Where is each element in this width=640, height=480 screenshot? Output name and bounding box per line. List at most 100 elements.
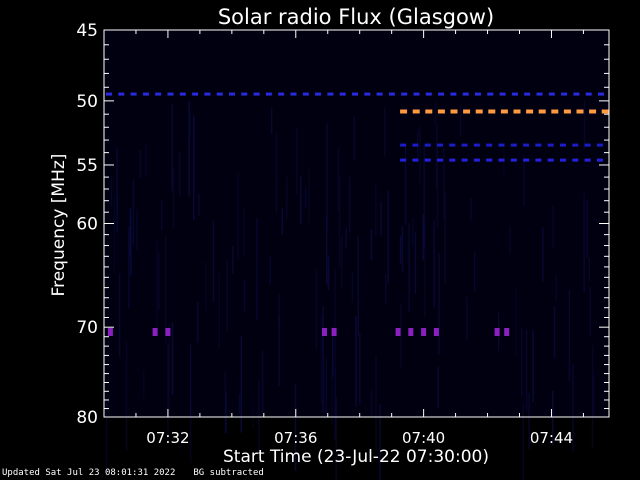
y-tick-label: 80 <box>76 408 98 428</box>
noise-streak <box>332 326 334 378</box>
noise-streak <box>188 100 190 197</box>
noise-streak <box>551 391 554 446</box>
signal-segment <box>513 109 521 114</box>
signal-segment <box>473 158 480 162</box>
x-axis: 07:32 07:36 07:40 07:44 <box>103 30 584 447</box>
signal-segment <box>461 143 468 147</box>
noise-streak <box>189 344 192 416</box>
signal-segment <box>339 92 346 96</box>
signal-segment <box>462 92 469 96</box>
noise-streak <box>129 208 132 260</box>
noise-streak <box>256 218 258 321</box>
signal-segment <box>487 92 494 96</box>
signal-segment <box>253 92 260 96</box>
noise-streak <box>156 239 158 328</box>
signal-segment <box>167 92 174 96</box>
signal-segment <box>560 158 566 162</box>
signal-segment <box>573 92 580 96</box>
noise-streak <box>261 350 264 413</box>
signal-segment <box>535 158 542 162</box>
noise-streak <box>583 193 585 293</box>
signal-spot <box>433 328 439 336</box>
noise-streak <box>308 168 310 224</box>
signal-segment <box>438 92 445 96</box>
noise-streak <box>225 391 227 433</box>
noise-streak <box>459 104 462 137</box>
y-tick-label: 60 <box>76 215 98 235</box>
signal-segment <box>204 92 211 96</box>
signal-segment <box>584 158 591 162</box>
signal-segment <box>106 92 112 96</box>
signal-segment <box>601 109 609 114</box>
noise-streak <box>552 205 555 249</box>
noise-streak <box>205 262 207 311</box>
noise-streak <box>338 177 341 268</box>
noise-streak <box>370 229 373 261</box>
signal-segment <box>400 109 408 114</box>
noise-streak <box>355 315 357 407</box>
signal-segment <box>449 143 456 147</box>
signal-spot <box>504 328 510 336</box>
signal-spot <box>165 328 171 336</box>
signal-segment <box>572 158 579 162</box>
plot-area <box>103 29 610 480</box>
signal-segment <box>535 143 542 147</box>
signal-segment <box>265 92 272 96</box>
y-tick-label: 70 <box>76 318 98 338</box>
signal-segment <box>547 143 554 147</box>
signal-spot <box>107 328 113 336</box>
signal-segment <box>585 92 592 96</box>
signal-segment <box>179 92 186 96</box>
signal-segment <box>216 92 223 96</box>
noise-streak <box>443 148 445 219</box>
noise-streak <box>165 236 167 343</box>
noise-streak <box>172 168 175 230</box>
signal-segment <box>400 158 407 162</box>
noise-streak <box>145 144 147 178</box>
noise-streak <box>237 172 239 260</box>
signal-segment <box>229 92 235 96</box>
noise-streak <box>334 269 336 371</box>
x-axis-label: Start Time (23-Jul-22 07:30:00) <box>223 447 489 467</box>
y-axis: 45 50 55 60 70 80 <box>76 21 609 428</box>
x-tick-label: 07:40 <box>402 429 445 447</box>
signal-segment <box>424 143 431 147</box>
footer: Updated Sat Jul 23 08:01:31 2022 BG subtr… <box>2 468 282 478</box>
signal-segment <box>425 92 432 96</box>
signal-segment <box>596 158 603 162</box>
signal-segment <box>425 109 433 114</box>
noise-streak <box>337 148 340 212</box>
noise-streak <box>171 103 173 192</box>
noise-streak <box>212 220 215 303</box>
noise-streak <box>375 355 377 451</box>
noise-streak <box>105 400 108 477</box>
signal-segment <box>142 92 149 96</box>
noise-streak <box>436 147 439 229</box>
noise-streak <box>380 201 382 236</box>
signal-segment <box>449 158 456 162</box>
signal-segment <box>536 92 543 96</box>
y-tick-label: 55 <box>76 156 98 176</box>
signal-segment <box>551 109 559 114</box>
signal-segment <box>192 92 199 96</box>
signal-segment <box>155 92 162 96</box>
signal-segment <box>400 143 407 147</box>
signal-segment <box>424 158 431 162</box>
noise-streak <box>132 178 135 244</box>
signal-segment <box>401 92 408 96</box>
noise-streak <box>423 144 425 247</box>
noise-streak <box>521 328 523 396</box>
noise-streak <box>591 345 594 449</box>
signal-segment <box>524 92 531 96</box>
noise-streak <box>370 389 373 418</box>
y-axis-label: Frequency [MHz] <box>49 154 69 297</box>
noise-streak <box>588 257 590 282</box>
noise-streak <box>196 301 199 343</box>
updated-timestamp: Updated Sat Jul 23 08:01:31 2022 <box>2 468 176 478</box>
signal-segment <box>547 158 554 162</box>
signal-segment <box>475 109 483 114</box>
noise-streak <box>433 220 435 308</box>
signal-segment <box>488 109 496 114</box>
signal-spot <box>395 328 401 336</box>
noise-streak <box>125 341 128 451</box>
